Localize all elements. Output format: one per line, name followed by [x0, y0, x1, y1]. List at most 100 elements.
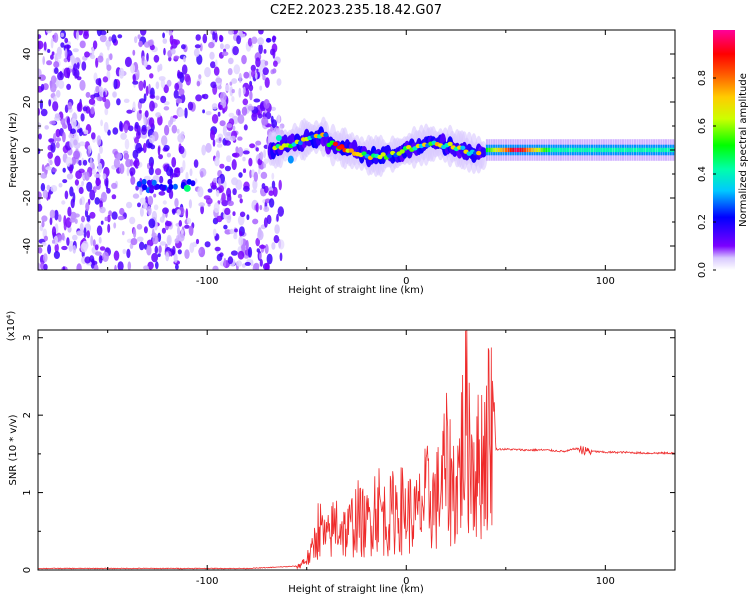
noise-blob: [70, 118, 77, 128]
noise-blob: [74, 218, 78, 224]
noise-blob: [74, 179, 79, 186]
noise-blob: [147, 195, 154, 206]
noise-blob: [172, 208, 176, 215]
noise-blob: [238, 172, 243, 178]
noise-blob: [89, 54, 96, 60]
stable-core: [626, 147, 629, 153]
noise-blob: [119, 207, 125, 216]
noise-blob: [178, 145, 185, 155]
stable-core: [485, 147, 488, 153]
stable-core: [612, 147, 615, 153]
noise-blob: [78, 141, 86, 147]
noise-blob: [108, 36, 112, 42]
noise-blob: [232, 125, 236, 131]
noise-cluster-blob: [141, 178, 147, 185]
stable-core: [488, 147, 491, 153]
band-peak-small: [336, 145, 345, 150]
noise-blob: [98, 254, 103, 264]
noise-blob: [130, 176, 136, 185]
noise-blob: [255, 140, 262, 146]
noise-blob: [132, 193, 140, 199]
snr-ytick-label: 0: [22, 567, 33, 573]
colorbar-tick-label: 0.2: [697, 214, 708, 230]
noise-cluster-blob: [167, 178, 173, 185]
stable-core: [562, 147, 565, 153]
noise-blob: [85, 91, 91, 98]
noise-blob: [70, 54, 75, 63]
noise-blob: [252, 179, 258, 191]
noise-blob: [170, 48, 176, 55]
noise-blob: [86, 230, 90, 239]
stable-core: [645, 147, 648, 153]
stable-core: [521, 147, 524, 153]
noise-blob: [147, 261, 154, 270]
noise-blob: [200, 205, 205, 215]
noise-blob: [46, 184, 51, 191]
noise-blob: [163, 144, 170, 152]
noise-blob: [198, 202, 206, 207]
stable-core: [617, 147, 620, 153]
noise-blob: [66, 116, 71, 126]
stable-core: [555, 147, 558, 153]
noise-blob: [226, 187, 232, 198]
noise-blob: [251, 69, 256, 78]
snr-ytick-label: 2: [22, 412, 33, 418]
noise-blob: [238, 87, 242, 98]
noise-blob: [45, 30, 53, 34]
noise-blob: [263, 149, 266, 159]
noise-blob: [53, 32, 59, 43]
noise-blob: [174, 82, 180, 91]
noise-blob: [70, 128, 76, 134]
noise-blob: [165, 30, 169, 33]
noise-blob: [255, 57, 261, 68]
noise-blob: [126, 167, 130, 177]
stable-core: [581, 147, 584, 153]
noise-blob: [119, 163, 125, 175]
noise-blob: [242, 168, 247, 173]
noise-blob: [247, 37, 253, 47]
noise-blob: [229, 228, 234, 235]
stable-core: [567, 147, 570, 153]
colorbar-tick-label: 0.0: [697, 262, 708, 278]
noise-blob: [272, 48, 276, 59]
snr-ylabel: SNR (10 * v/v): [8, 414, 19, 485]
noise-blob: [227, 256, 234, 265]
noise-blob: [213, 66, 220, 76]
noise-blob: [109, 53, 113, 61]
noise-blob: [102, 96, 107, 103]
noise-blob: [57, 71, 64, 81]
noise-blob: [50, 54, 54, 60]
noise-blob: [60, 32, 65, 38]
noise-blob: [91, 46, 95, 56]
noise-blob: [178, 109, 185, 117]
noise-blob: [251, 112, 258, 122]
stable-core: [619, 147, 622, 153]
noise-blob: [255, 237, 260, 247]
noise-blob: [189, 168, 193, 177]
noise-blob: [185, 171, 189, 182]
noise-blob: [136, 236, 144, 242]
noise-blob: [69, 218, 76, 223]
noise-blob: [247, 246, 253, 258]
noise-blob: [141, 127, 147, 135]
noise-blob: [138, 80, 144, 92]
noise-blob: [205, 111, 212, 116]
stable-core: [502, 147, 505, 153]
noise-blob: [122, 248, 127, 255]
noise-blob: [241, 106, 248, 116]
noise-blob: [209, 51, 215, 60]
noise-blob: [73, 213, 80, 218]
noise-blob: [255, 202, 259, 213]
stable-core: [614, 147, 617, 153]
noise-blob: [40, 108, 48, 117]
stable-core: [629, 147, 632, 153]
noise-blob: [46, 60, 53, 66]
noise-blob: [219, 34, 223, 42]
noise-blob: [194, 44, 201, 49]
noise-blob: [181, 229, 184, 235]
noise-blob: [99, 145, 103, 154]
stable-core: [662, 147, 665, 153]
noise-blob: [264, 60, 269, 66]
noise-blob: [232, 188, 237, 196]
